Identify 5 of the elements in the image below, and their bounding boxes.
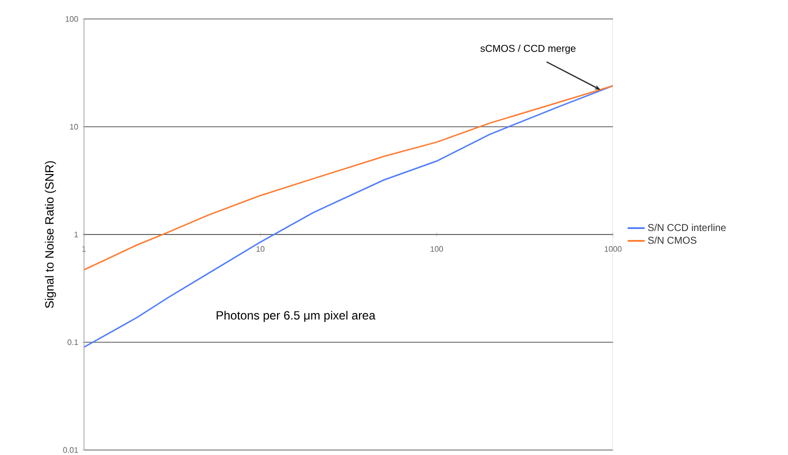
legend-label: S/N CMOS <box>648 236 696 244</box>
annotation: sCMOS / CCD merge <box>480 44 576 54</box>
x-axis-title: Photons per 6.5 μm pixel area <box>216 310 376 322</box>
legend-label: S/N CCD interline <box>648 224 726 232</box>
y-axis-title: Signal to Noise Ratio (SNR) <box>44 161 56 308</box>
